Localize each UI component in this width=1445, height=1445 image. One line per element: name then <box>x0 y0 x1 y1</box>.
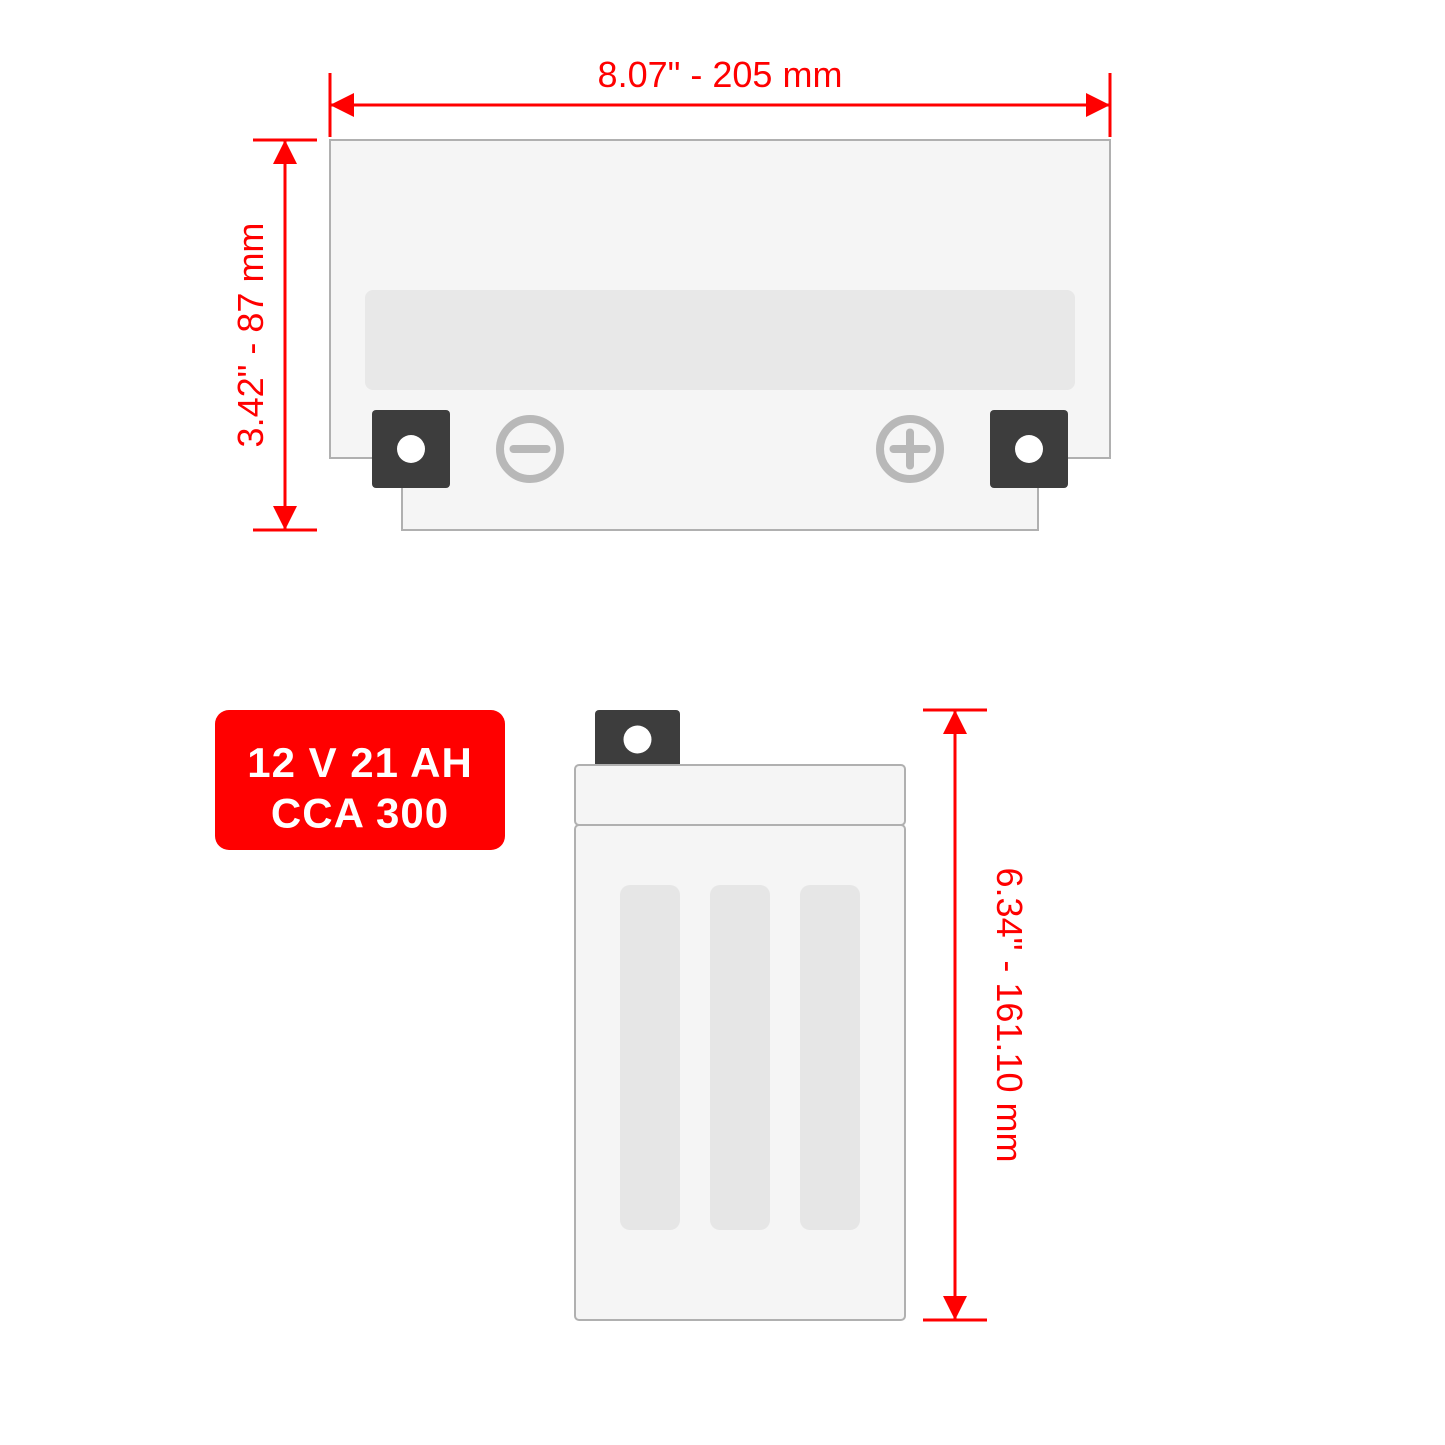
height-top-label: 3.42" - 87 mm <box>230 223 271 448</box>
spec-line1: 12 V 21 AH <box>247 739 473 786</box>
battery-side-view <box>575 710 905 1320</box>
width-label: 8.07" - 205 mm <box>598 54 843 95</box>
battery-top-view <box>330 140 1110 530</box>
height-side-label: 6.34" - 161.10 mm <box>989 868 1030 1163</box>
spec-badge: 12 V 21 AHCCA 300 <box>215 710 505 850</box>
spec-line2: CCA 300 <box>271 789 449 836</box>
diagram-canvas: 8.07" - 205 mm 3.42" - 87 mm 6.34" - 161.1… <box>0 0 1445 1445</box>
dimension-height-top: 3.42" - 87 mm <box>230 140 317 530</box>
dimension-width: 8.07" - 205 mm <box>330 54 1110 137</box>
dimension-height-side: 6.34" - 161.10 mm <box>923 710 1030 1320</box>
